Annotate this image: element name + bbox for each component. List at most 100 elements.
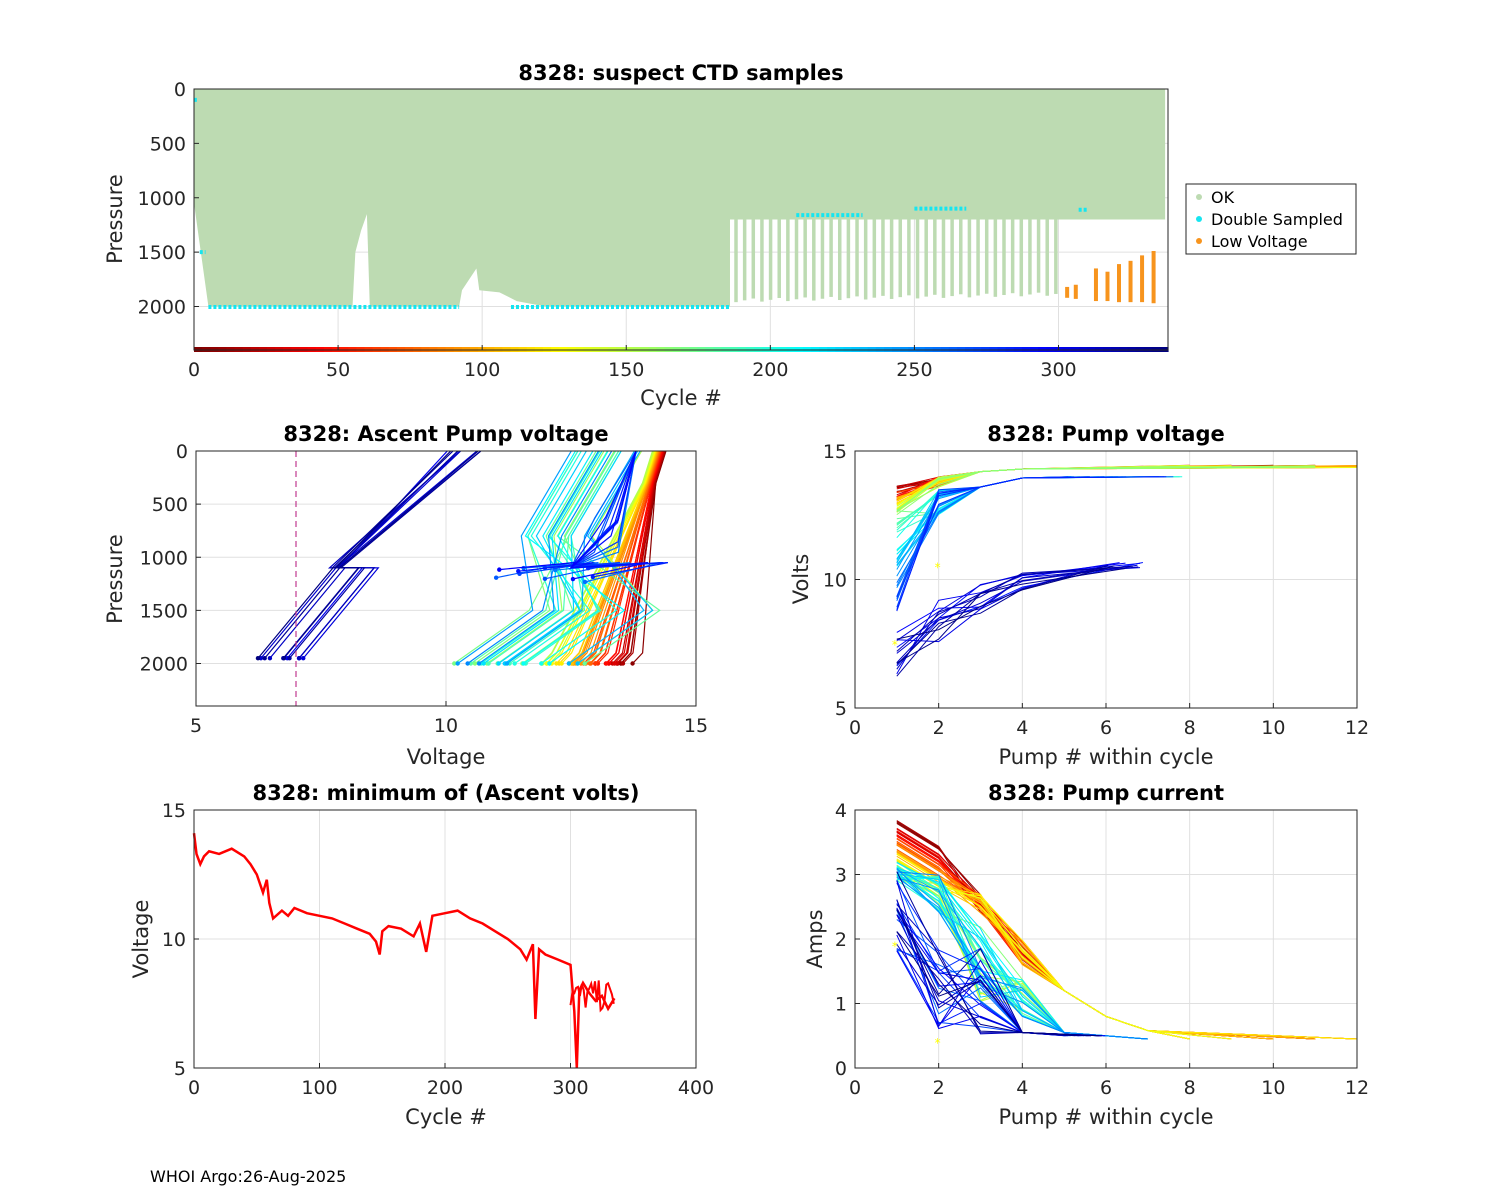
ok-cycle-bar <box>760 219 764 302</box>
ascent-xlabel: Voltage <box>407 745 486 769</box>
y-tick-label: 1000 <box>138 188 186 210</box>
y-tick-label: 4 <box>835 800 847 822</box>
pump-voltage-line <box>896 565 1115 640</box>
ok-samples-region <box>194 89 1166 307</box>
pump-current-line <box>896 879 1100 1037</box>
ok-cycle-bar <box>786 219 790 302</box>
ascent-profile-line <box>298 451 459 659</box>
pump-voltage-line <box>896 466 1316 512</box>
ascent-bottom-point <box>493 575 499 580</box>
x-tick-label: 4 <box>1016 1077 1028 1099</box>
ascent-bottom-point <box>566 661 572 666</box>
ascent-bottom-point <box>542 576 548 582</box>
x-tick-label: 5 <box>190 715 202 737</box>
x-tick-label: 0 <box>849 717 861 739</box>
pump-voltage-marker: * <box>935 561 941 575</box>
pump-voltage-line <box>896 564 1138 654</box>
pump-voltage-line <box>896 476 1167 612</box>
x-tick-label: 0 <box>188 359 200 381</box>
x-tick-label: 12 <box>1345 1077 1369 1099</box>
ok-cycle-bar <box>993 219 998 297</box>
ascent-bottom-point <box>301 655 306 661</box>
ascent-bottom-point <box>604 661 609 666</box>
ok-cycle-bar <box>820 219 825 299</box>
legend-ok-marker <box>1196 194 1202 200</box>
min-volts-line <box>192 833 616 1069</box>
x-tick-label: 15 <box>684 715 708 737</box>
ascent-profile-line <box>514 451 591 664</box>
ok-cycle-bar <box>907 219 911 296</box>
ascent-bottom-point <box>620 661 626 666</box>
ascent-bottom-point <box>262 655 267 661</box>
x-tick-label: 100 <box>301 1077 337 1099</box>
ascent-bottom-point <box>630 661 635 666</box>
ascent-profile-line <box>302 451 462 659</box>
ascent-bottom-point <box>516 569 521 574</box>
x-tick-label: 2 <box>933 1077 945 1099</box>
ascent-bottom-point <box>481 661 486 666</box>
pump-current-marker: * <box>892 939 898 953</box>
min-volts-title: 8328: minimum of (Ascent volts) <box>252 781 639 805</box>
ok-cycle-bar <box>803 219 807 298</box>
ascent-bottom-point <box>452 661 457 666</box>
y-tick-label: 3 <box>835 865 847 887</box>
suspect-legend: OK Double Sampled Low Voltage <box>1185 183 1357 255</box>
pump-voltage-line <box>896 476 1161 564</box>
pump-voltage-marker: * <box>892 638 898 652</box>
pump-voltage-line <box>896 566 1139 663</box>
pump-voltage-chart: * * 0 2 4 6 8 10 12 5 10 15 8328: Pump voltage Pum… <box>789 422 1369 769</box>
ok-cycle-bar <box>889 219 894 299</box>
y-tick-label: 1000 <box>140 547 188 569</box>
legend-double-sampled-label: Double Sampled <box>1211 210 1343 229</box>
y-tick-label: 1500 <box>140 600 188 622</box>
ok-cycle-bar <box>1010 219 1015 294</box>
ok-cycle-bar <box>976 219 980 296</box>
ok-cycle-bar <box>915 219 920 299</box>
y-tick-label: 500 <box>152 494 188 516</box>
x-tick-label: 10 <box>1261 717 1285 739</box>
ascent-bottom-point <box>504 661 510 666</box>
pump-voltage-line <box>896 567 1113 652</box>
ascent-bottom-point <box>267 655 273 661</box>
ok-cycle-bar <box>751 219 756 299</box>
ok-cycle-bar <box>959 219 963 295</box>
suspect-plot-frame <box>193 88 1169 351</box>
ok-cycle-bar <box>967 219 972 298</box>
x-tick-label: 200 <box>427 1077 463 1099</box>
ok-cycle-bar <box>1002 219 1006 296</box>
y-tick-label: 5 <box>174 1058 186 1080</box>
y-tick-label: 10 <box>162 929 186 951</box>
ascent-bottom-point <box>455 661 460 666</box>
ascent-profiles <box>255 451 669 666</box>
ascent-profile-line <box>467 451 613 664</box>
pump-voltage-line <box>896 465 1232 506</box>
min-volts-ylabel: Voltage <box>129 900 153 979</box>
ascent-bottom-point <box>559 661 564 666</box>
x-tick-label: 12 <box>1345 717 1369 739</box>
pump-voltage-line <box>896 565 1109 665</box>
x-tick-label: 6 <box>1100 1077 1112 1099</box>
ascent-bottom-point <box>593 661 598 666</box>
x-tick-label: 50 <box>326 359 350 381</box>
x-tick-label: 2 <box>933 717 945 739</box>
min-volts-noise <box>569 980 615 1013</box>
ascent-profile-line <box>524 451 626 664</box>
ok-cycle-bar <box>898 219 903 298</box>
pump-voltage-line <box>896 464 1190 510</box>
suspect-title: 8328: suspect CTD samples <box>518 61 843 85</box>
minimum-ascent-volts-chart: 0 100 200 300 400 5 10 15 8328: minimum of (Asc… <box>129 781 714 1129</box>
x-tick-label: 8 <box>1184 717 1196 739</box>
ascent-profile-line <box>488 451 620 664</box>
ok-cycle-bar <box>1019 219 1024 297</box>
x-tick-label: 400 <box>678 1077 714 1099</box>
suspect-ctd-chart: 0 50 100 150 200 250 300 0 500 1000 1500 2000 8328:… <box>103 61 1357 410</box>
ascent-profile-line <box>480 451 579 664</box>
ok-cycle-bar <box>941 219 946 298</box>
ascent-bottom-point <box>476 661 482 666</box>
ok-cycle-bar <box>933 219 937 295</box>
ok-cycle-bar <box>863 219 868 300</box>
ascent-title: 8328: Ascent Pump voltage <box>283 422 608 446</box>
y-tick-label: 0 <box>835 1058 847 1080</box>
ascent-profile-line <box>483 451 603 664</box>
